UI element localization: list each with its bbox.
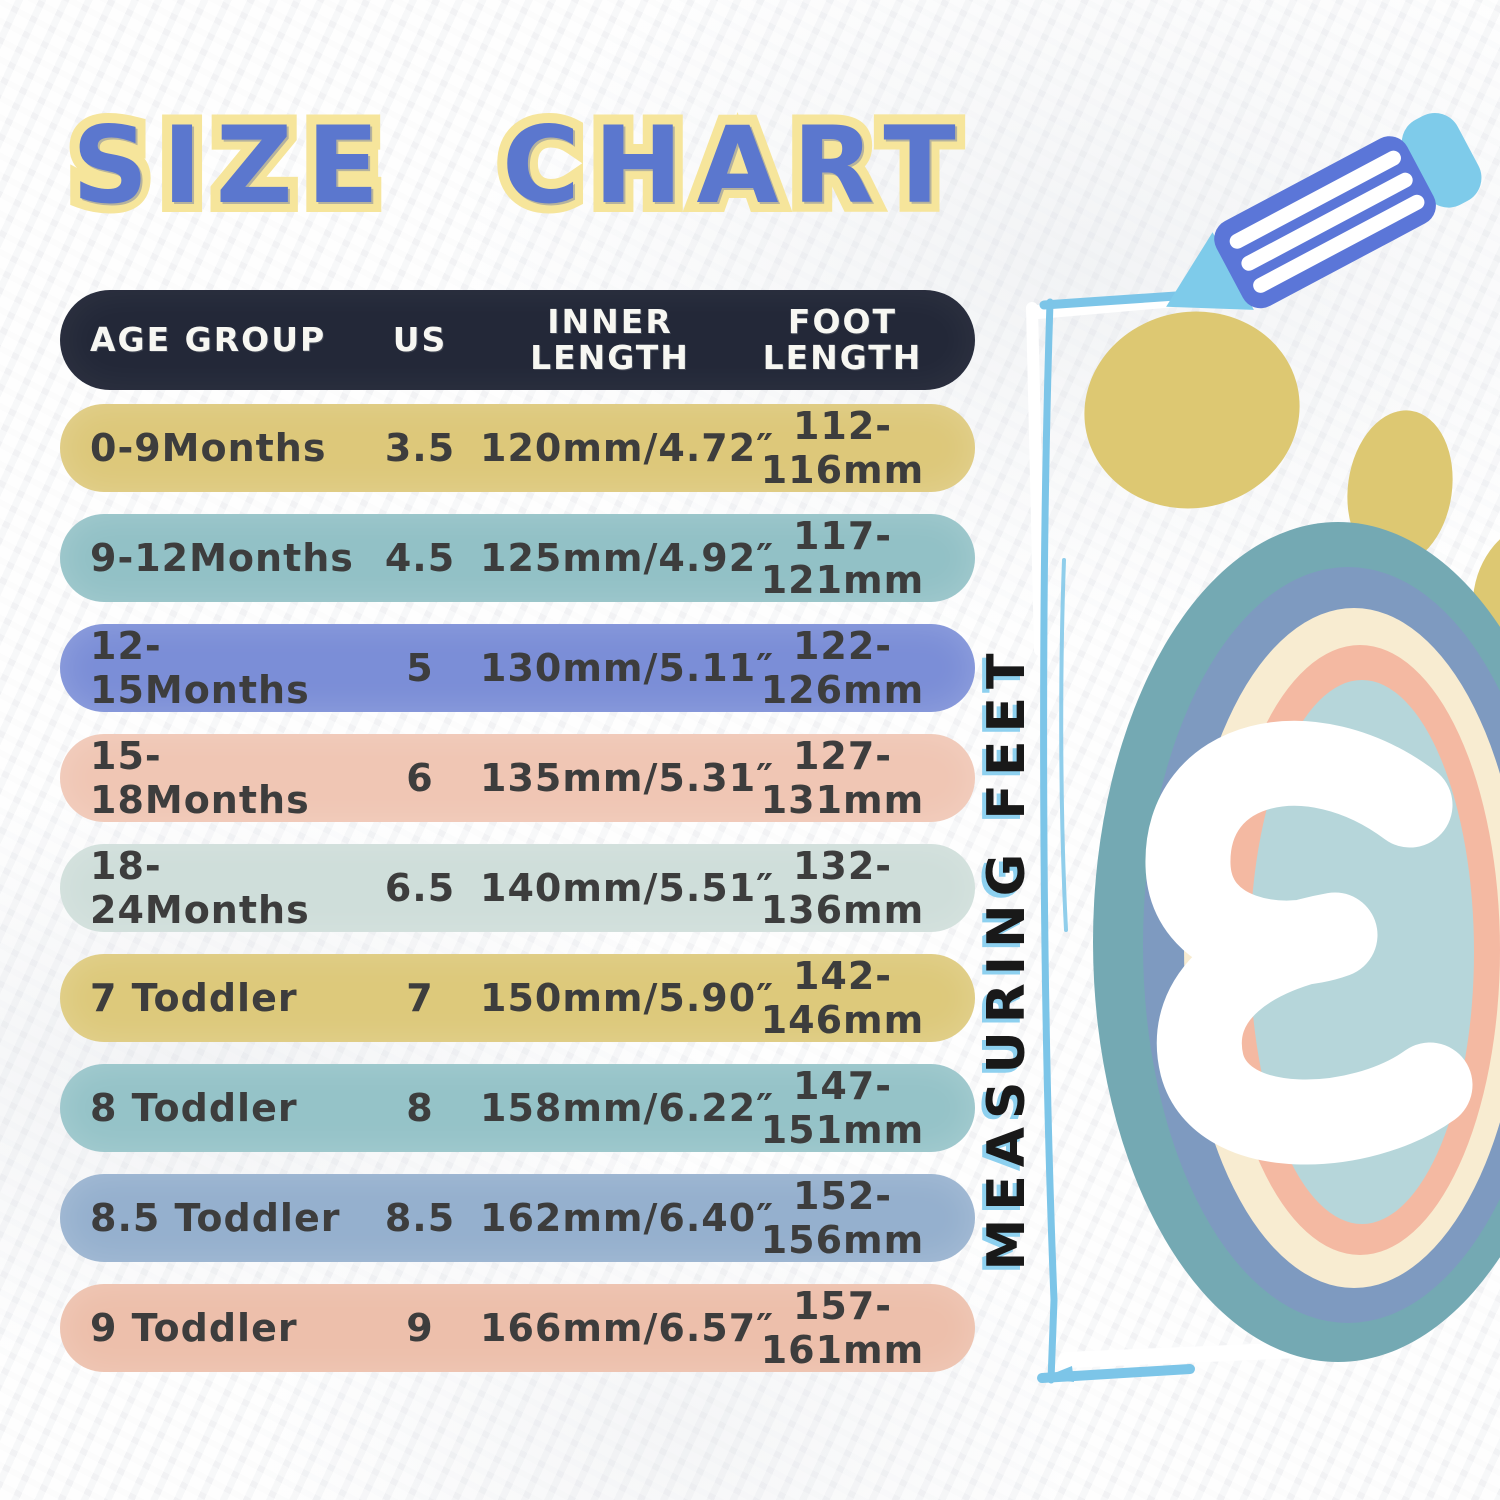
foot-big-toe bbox=[1084, 311, 1300, 509]
us-size-cell: 8.5 bbox=[384, 1196, 456, 1240]
foot-swirl bbox=[1145, 720, 1473, 1165]
table-row: 9-12Months 4.5 125mm/4.92″ 117-121mm bbox=[60, 514, 975, 602]
foot-length-cell: 132-136mm bbox=[760, 844, 925, 932]
age-group-cell: 9-12Months bbox=[90, 536, 354, 580]
page-title-outline: SIZE CHART bbox=[62, 97, 970, 233]
inner-length-cell: 166mm/6.57″ bbox=[480, 1306, 775, 1350]
foot-length-cell: 112-116mm bbox=[760, 404, 925, 492]
pencil-icon bbox=[1166, 112, 1482, 310]
age-group-cell: 9 Toddler bbox=[90, 1306, 298, 1350]
foot-length-cell: 142-146mm bbox=[760, 954, 925, 1042]
inner-length-cell: 140mm/5.51″ bbox=[480, 866, 775, 910]
inner-length-cell: 150mm/5.90″ bbox=[480, 976, 775, 1020]
us-size-cell: 5 bbox=[406, 646, 434, 690]
us-size-cell: 4.5 bbox=[384, 536, 456, 580]
age-group-cell: 8.5 Toddler bbox=[90, 1196, 341, 1240]
age-group-cell: 12-15Months bbox=[90, 624, 310, 712]
us-size-cell: 9 bbox=[406, 1306, 434, 1350]
table-row: 18-24Months 6.5 140mm/5.51″ 132-136mm bbox=[60, 844, 975, 932]
table-row: 8.5 Toddler 8.5 162mm/6.40″ 152-156mm bbox=[60, 1174, 975, 1262]
us-size-cell: 6 bbox=[406, 756, 434, 800]
inner-length-cell: 135mm/5.31″ bbox=[480, 756, 775, 800]
foot-measuring-illustration bbox=[1026, 112, 1500, 1384]
table-row: 12-15Months 5 130mm/5.11″ 122-126mm bbox=[60, 624, 975, 712]
age-group-cell: 15-18Months bbox=[90, 734, 310, 822]
foot-length-cell: 127-131mm bbox=[760, 734, 925, 822]
age-group-cell: 18-24Months bbox=[90, 844, 310, 932]
foot-length-cell: 147-151mm bbox=[760, 1064, 925, 1152]
foot-length-cell: 157-161mm bbox=[760, 1284, 925, 1372]
age-group-cell: 7 Toddler bbox=[90, 976, 298, 1020]
table-row: 8 Toddler 8 158mm/6.22″ 147-151mm bbox=[60, 1064, 975, 1152]
inner-length-cell: 125mm/4.92″ bbox=[480, 536, 775, 580]
us-size-cell: 3.5 bbox=[384, 426, 456, 470]
size-table-body: 0-9Months 3.5 120mm/4.72″ 112-116mm 9-12Mont… bbox=[60, 404, 975, 1372]
size-table: AGE GROUP US INNER LENGTH FOOT LENGTH 0-… bbox=[60, 290, 975, 1394]
table-row: 0-9Months 3.5 120mm/4.72″ 112-116mm bbox=[60, 404, 975, 492]
age-group-cell: 0-9Months bbox=[90, 426, 327, 470]
inner-length-cell: 162mm/6.40″ bbox=[480, 1196, 775, 1240]
header-foot-length: FOOT LENGTH bbox=[762, 302, 923, 377]
foot-length-cell: 152-156mm bbox=[760, 1174, 925, 1262]
us-size-cell: 8 bbox=[406, 1086, 434, 1130]
foot-length-cell: 122-126mm bbox=[760, 624, 925, 712]
inner-length-cell: 120mm/4.72″ bbox=[480, 426, 775, 470]
page-title-text: SIZE CHART bbox=[72, 104, 970, 227]
page-title: SIZE CHART SIZE CHART bbox=[62, 97, 970, 233]
table-row: 7 Toddler 7 150mm/5.90″ 142-146mm bbox=[60, 954, 975, 1042]
foot-icon bbox=[1084, 311, 1500, 1362]
age-group-cell: 8 Toddler bbox=[90, 1086, 298, 1130]
us-size-cell: 7 bbox=[406, 976, 434, 1020]
inner-length-cell: 130mm/5.11″ bbox=[480, 646, 775, 690]
header-us-size: US bbox=[392, 320, 448, 360]
us-size-cell: 6.5 bbox=[384, 866, 456, 910]
inner-length-cell: 158mm/6.22″ bbox=[480, 1086, 775, 1130]
table-row: 15-18Months 6 135mm/5.31″ 127-131mm bbox=[60, 734, 975, 822]
table-row: 9 Toddler 9 166mm/6.57″ 157-161mm bbox=[60, 1284, 975, 1372]
size-table-header: AGE GROUP US INNER LENGTH FOOT LENGTH bbox=[60, 290, 975, 390]
header-inner-length: INNER LENGTH bbox=[530, 302, 690, 377]
header-age-group: AGE GROUP bbox=[90, 320, 327, 360]
ruler-icon bbox=[1026, 290, 1308, 1384]
foot-length-cell: 117-121mm bbox=[760, 514, 925, 602]
